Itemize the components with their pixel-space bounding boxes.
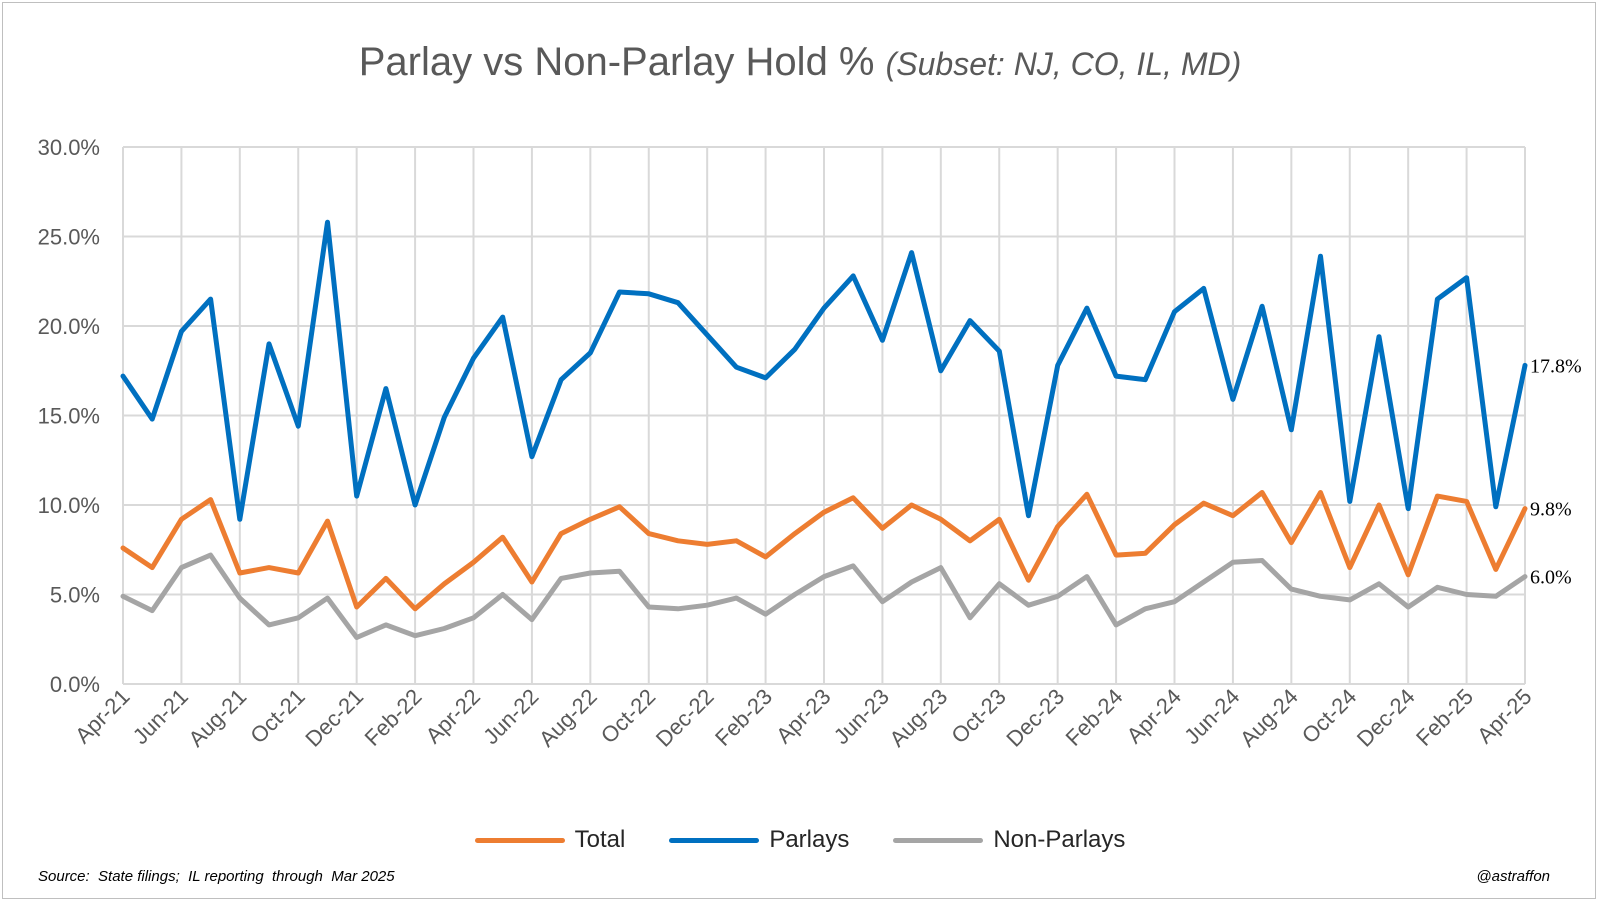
series-line-parlays bbox=[120, 219, 1528, 522]
x-tick-label: Jun-23 bbox=[829, 684, 894, 749]
x-tick-label: Jun-24 bbox=[1179, 684, 1244, 749]
x-tick-label: Apr-23 bbox=[771, 684, 835, 748]
legend-swatch bbox=[893, 837, 984, 843]
legend-item: Parlays bbox=[669, 826, 849, 854]
chart-legend: Total Parlays Non-Parlays bbox=[0, 826, 1600, 854]
legend-item: Non-Parlays bbox=[893, 826, 1125, 854]
y-tick-label: 30.0% bbox=[38, 135, 100, 160]
author-handle: @astraffon bbox=[1476, 868, 1550, 885]
chart-title-main: Parlay vs Non-Parlay Hold % bbox=[358, 40, 875, 84]
chart-subtitle: (Subset: NJ, CO, IL, MD) bbox=[885, 46, 1242, 82]
legend-swatch bbox=[474, 837, 565, 843]
chart-title: Parlay vs Non-Parlay Hold % (Subset: NJ,… bbox=[0, 40, 1600, 85]
y-tick-label: 15.0% bbox=[38, 404, 100, 429]
y-tick-label: 10.0% bbox=[38, 493, 100, 518]
x-tick-label: Dec-23 bbox=[1001, 684, 1069, 752]
x-tick-label: Jun-22 bbox=[478, 684, 543, 749]
x-tick-label: Oct-23 bbox=[946, 684, 1010, 748]
x-tick-label: Oct-24 bbox=[1297, 684, 1361, 748]
legend-label: Total bbox=[574, 826, 626, 853]
legend-label: Non-Parlays bbox=[993, 826, 1126, 853]
x-tick-label: Aug-22 bbox=[534, 684, 602, 752]
y-tick-label: 20.0% bbox=[38, 314, 100, 339]
x-tick-label: Dec-22 bbox=[651, 684, 719, 752]
source-note: Source: State filings; IL reporting thro… bbox=[38, 868, 395, 885]
x-tick-label: Aug-24 bbox=[1235, 684, 1303, 752]
series-line-total bbox=[120, 490, 1528, 612]
x-tick-label: Dec-24 bbox=[1352, 684, 1420, 752]
y-tick-label: 25.0% bbox=[38, 225, 100, 250]
end-data-label: 6.0% bbox=[1530, 567, 1572, 589]
x-tick-label: Apr-25 bbox=[1472, 684, 1536, 748]
x-tick-label: Feb-24 bbox=[1061, 684, 1128, 751]
legend-label: Parlays bbox=[769, 826, 850, 853]
x-tick-label: Feb-25 bbox=[1411, 684, 1478, 751]
end-data-label: 9.8% bbox=[1530, 499, 1572, 521]
x-tick-label: Feb-22 bbox=[360, 684, 427, 751]
x-tick-label: Aug-21 bbox=[184, 684, 252, 752]
x-tick-label: Aug-23 bbox=[885, 684, 953, 752]
x-tick-label: Oct-22 bbox=[596, 684, 660, 748]
x-tick-label: Dec-21 bbox=[300, 684, 368, 752]
x-tick-label: Jun-21 bbox=[128, 684, 193, 749]
x-tick-label: Feb-23 bbox=[710, 684, 777, 751]
x-tick-label: Oct-21 bbox=[245, 684, 309, 748]
y-tick-label: 5.0% bbox=[50, 583, 100, 608]
end-data-label: 17.8% bbox=[1530, 355, 1582, 377]
legend-item: Total bbox=[474, 826, 626, 854]
y-tick-label: 0.0% bbox=[50, 672, 100, 697]
x-tick-label: Apr-22 bbox=[421, 684, 485, 748]
x-tick-label: Apr-24 bbox=[1122, 684, 1186, 748]
series-line-non-parlays bbox=[120, 552, 1528, 640]
legend-swatch bbox=[669, 837, 760, 843]
